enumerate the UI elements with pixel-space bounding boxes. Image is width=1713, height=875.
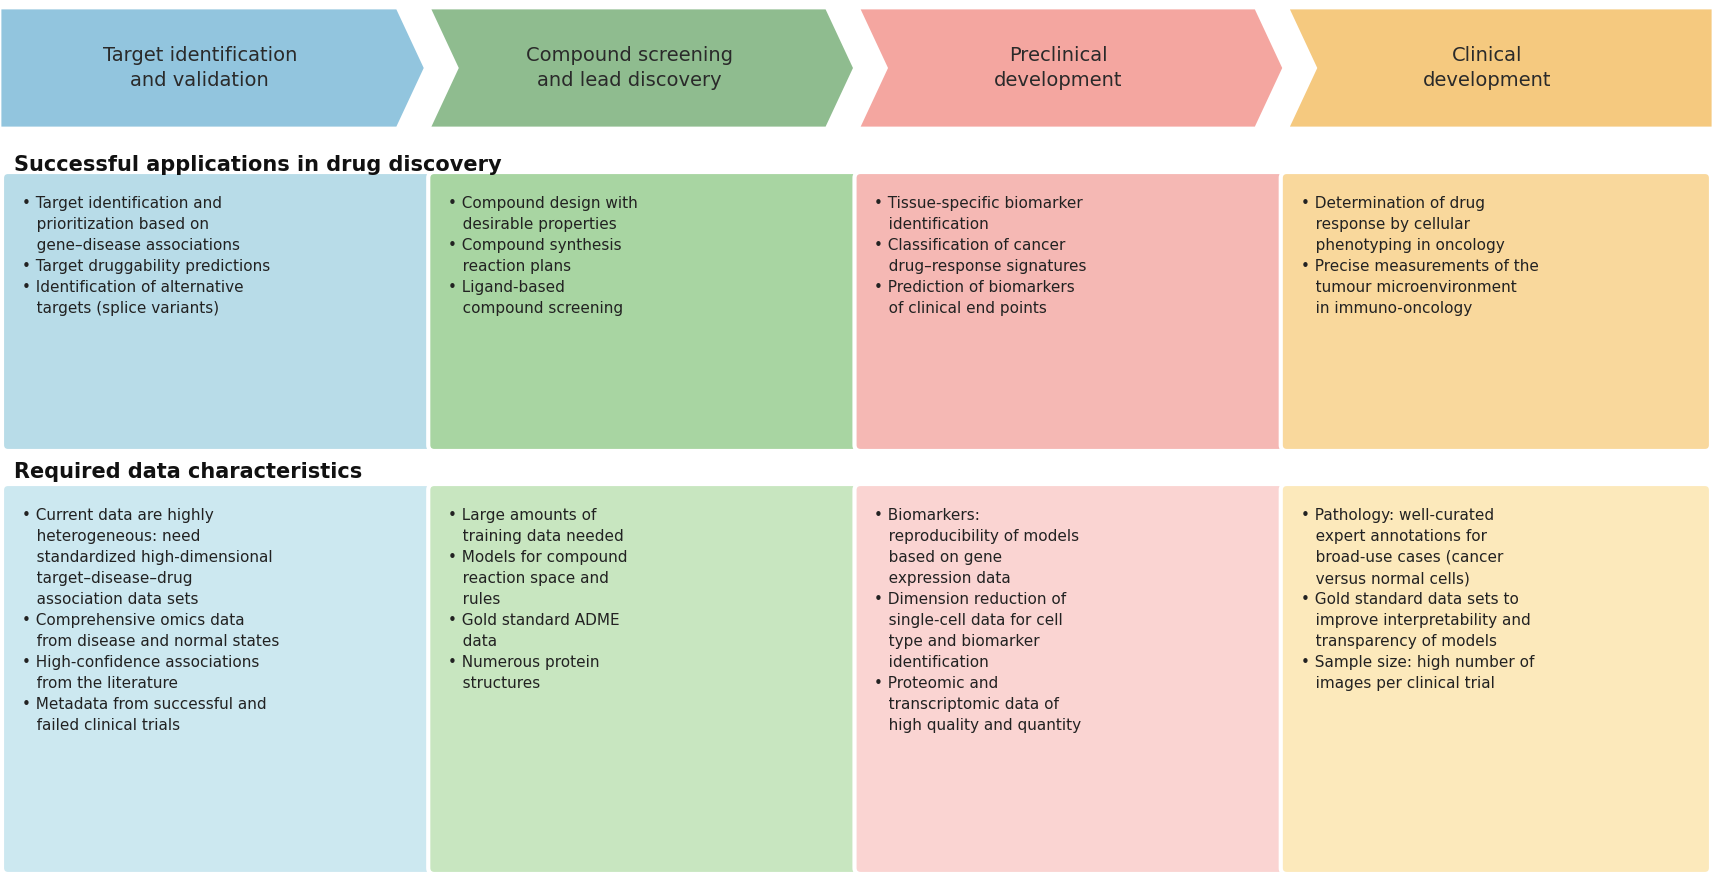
Polygon shape	[858, 8, 1283, 128]
Polygon shape	[1288, 8, 1713, 128]
Text: Preclinical
development: Preclinical development	[994, 46, 1122, 90]
Text: Clinical
development: Clinical development	[1424, 46, 1552, 90]
FancyBboxPatch shape	[855, 484, 1285, 874]
Text: • Determination of drug
   response by cellular
   phenotyping in oncology
• Pre: • Determination of drug response by cell…	[1300, 196, 1538, 316]
Text: • Tissue-specific biomarker
   identification
• Classification of cancer
   drug: • Tissue-specific biomarker identificati…	[875, 196, 1088, 316]
Text: Compound screening
and lead discovery: Compound screening and lead discovery	[526, 46, 733, 90]
Text: Target identification
and validation: Target identification and validation	[103, 46, 296, 90]
Text: Required data characteristics: Required data characteristics	[14, 462, 361, 482]
FancyBboxPatch shape	[1281, 484, 1711, 874]
Polygon shape	[0, 8, 425, 128]
FancyBboxPatch shape	[855, 172, 1285, 451]
Text: • Large amounts of
   training data needed
• Models for compound
   reaction spa: • Large amounts of training data needed …	[449, 508, 627, 691]
Text: • Compound design with
   desirable properties
• Compound synthesis
   reaction : • Compound design with desirable propert…	[449, 196, 637, 316]
FancyBboxPatch shape	[2, 172, 432, 451]
FancyBboxPatch shape	[428, 172, 858, 451]
FancyBboxPatch shape	[1281, 172, 1711, 451]
Text: • Current data are highly
   heterogeneous: need
   standardized high-dimensiona: • Current data are highly heterogeneous:…	[22, 508, 279, 733]
Text: • Biomarkers:
   reproducibility of models
   based on gene
   expression data
•: • Biomarkers: reproducibility of models …	[875, 508, 1081, 733]
Text: • Target identification and
   prioritization based on
   gene–disease associati: • Target identification and prioritizati…	[22, 196, 271, 316]
Text: Successful applications in drug discovery: Successful applications in drug discover…	[14, 155, 502, 175]
Text: • Pathology: well-curated
   expert annotations for
   broad-use cases (cancer
 : • Pathology: well-curated expert annotat…	[1300, 508, 1535, 691]
Polygon shape	[430, 8, 855, 128]
FancyBboxPatch shape	[2, 484, 432, 874]
FancyBboxPatch shape	[428, 484, 858, 874]
